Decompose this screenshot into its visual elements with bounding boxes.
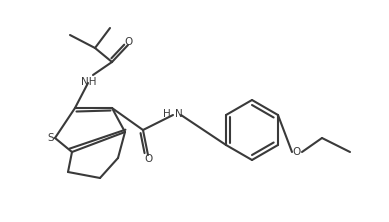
Text: O: O (145, 154, 153, 164)
Text: N: N (175, 109, 183, 119)
Text: O: O (125, 37, 133, 47)
Text: NH: NH (81, 77, 97, 87)
Text: H: H (163, 109, 171, 119)
Text: O: O (293, 147, 301, 157)
Text: S: S (48, 133, 54, 143)
